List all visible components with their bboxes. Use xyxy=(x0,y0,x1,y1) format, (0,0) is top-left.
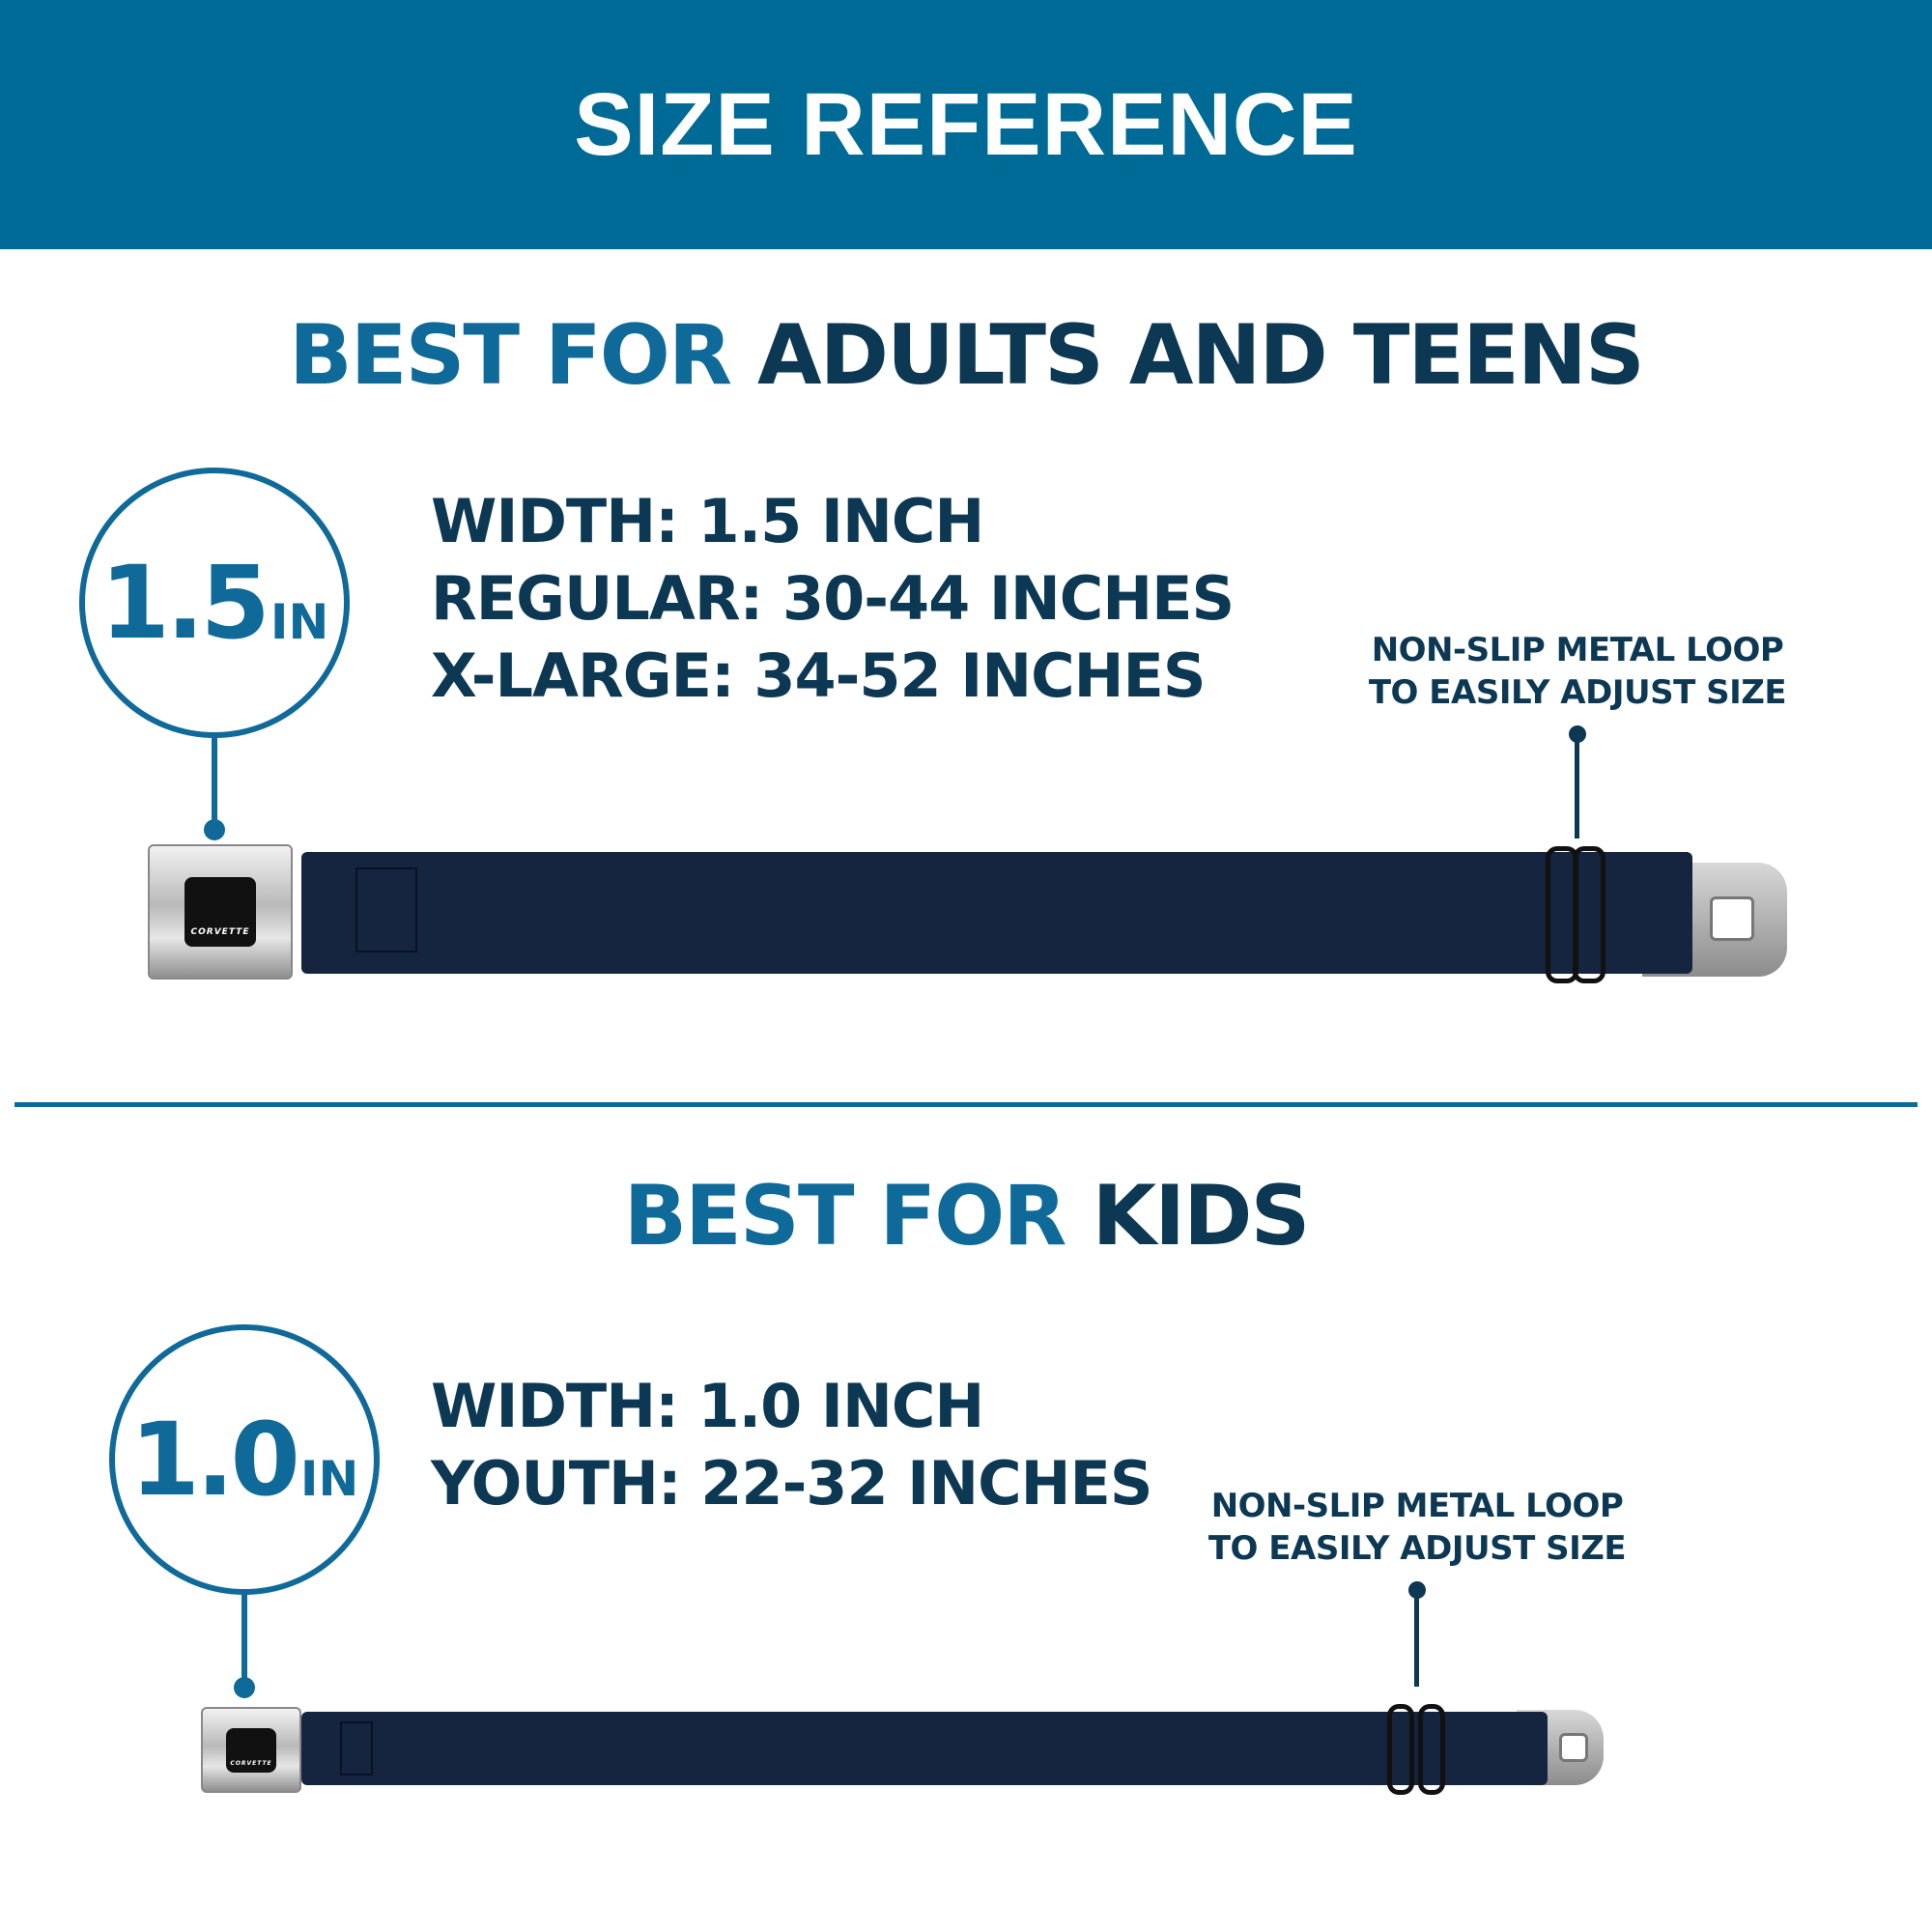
note-line: TO EASILY ADJUST SIZE xyxy=(1208,1529,1627,1568)
metal-loop-note: NON-SLIP METAL LOOP TO EASILY ADJUST SIZ… xyxy=(1176,1485,1659,1570)
spec-xlarge: X-LARGE: 34-52 INCHES xyxy=(431,640,1207,711)
title-main: KIDS xyxy=(1092,1168,1310,1264)
section-divider xyxy=(14,1102,1918,1107)
header-banner xyxy=(0,0,1932,249)
badge-number: 1.0 xyxy=(129,1401,300,1519)
metal-loop-note: NON-SLIP METAL LOOP TO EASILY ADJUST SIZ… xyxy=(1336,629,1819,714)
section-title-adults: BEST FOR ADULTS AND TEENS xyxy=(0,307,1932,404)
callout-dot xyxy=(204,819,225,840)
section-title-kids: BEST FOR KIDS xyxy=(0,1168,1932,1264)
strap-stitching xyxy=(340,1721,373,1776)
title-main: ADULTS AND TEENS xyxy=(757,307,1645,404)
buckle: CORVETTE xyxy=(148,844,293,980)
metal-loop xyxy=(1387,1704,1414,1795)
badge-unit: IN xyxy=(299,1451,359,1507)
spec-youth: YOUTH: 22-32 INCHES xyxy=(431,1448,1153,1519)
adult-specs: WIDTH: 1.5 INCH REGULAR: 30-44 INCHES X-… xyxy=(431,483,1235,715)
buckle: CORVETTE xyxy=(201,1707,301,1793)
metal-loop xyxy=(1418,1704,1445,1795)
note-line-pointer xyxy=(1575,734,1579,838)
spec-regular: REGULAR: 30-44 INCHES xyxy=(431,563,1235,634)
corvette-logo: CORVETTE xyxy=(226,1728,276,1773)
note-line: NON-SLIP METAL LOOP xyxy=(1371,631,1784,669)
metal-loop xyxy=(1573,846,1605,983)
note-line: TO EASILY ADJUST SIZE xyxy=(1368,673,1787,712)
callout-line xyxy=(242,1593,247,1686)
title-accent: BEST FOR xyxy=(623,1168,1067,1264)
note-line: NON-SLIP METAL LOOP xyxy=(1210,1487,1624,1525)
page-title: SIZE REFERENCE xyxy=(574,75,1358,174)
note-line-pointer xyxy=(1414,1590,1419,1687)
corvette-logo: CORVETTE xyxy=(185,877,256,947)
kids-specs: WIDTH: 1.0 INCH YOUTH: 22-32 INCHES xyxy=(431,1368,1153,1522)
callout-dot xyxy=(234,1677,255,1698)
spec-width: WIDTH: 1.0 INCH xyxy=(431,1371,984,1441)
spec-width: WIDTH: 1.5 INCH xyxy=(431,486,984,556)
callout-line xyxy=(212,736,217,827)
strap-stitching xyxy=(355,867,417,952)
belt-strap xyxy=(301,852,1692,974)
width-badge-1-0: 1.0 IN xyxy=(109,1324,380,1595)
badge-number: 1.5 xyxy=(99,544,270,662)
width-badge-1-5: 1.5 IN xyxy=(79,468,350,738)
badge-unit: IN xyxy=(270,594,329,650)
belt-strap xyxy=(301,1712,1548,1785)
title-accent: BEST FOR xyxy=(289,307,732,404)
